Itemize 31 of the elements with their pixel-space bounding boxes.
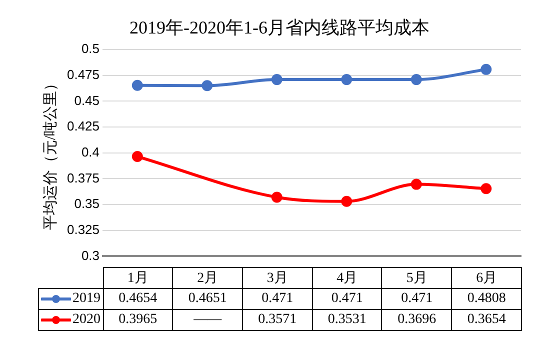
y-tick-label: 0.45 <box>74 92 100 108</box>
x-tick-label: 4月 <box>312 268 382 288</box>
y-axis-title: 平均运价（元/吨公里） <box>42 76 59 230</box>
data-label: 0.3654 <box>452 310 522 330</box>
x-tick-label: 2月 <box>172 268 242 288</box>
y-tick-label: 0.5 <box>81 41 100 56</box>
x-tick-label: 1月 <box>103 268 173 288</box>
data-label: 0.471 <box>312 288 382 310</box>
data-label: 0.471 <box>382 288 452 310</box>
data-label: 0.471 <box>242 288 312 310</box>
data-label: 0.3571 <box>242 310 312 330</box>
y-tick-label: 0.425 <box>66 118 100 134</box>
data-label: 0.3965 <box>103 310 173 330</box>
data-label: 0.3531 <box>312 310 382 330</box>
y-tick-label: 0.4 <box>81 144 100 160</box>
y-tick-label: 0.35 <box>74 196 100 212</box>
x-tick-label: 5月 <box>382 268 452 288</box>
y-tick-label: 0.475 <box>66 67 100 82</box>
x-tick-label: 6月 <box>452 268 522 288</box>
chart-title: 2019年-2020年1-6月省内线路平均成本 <box>130 18 430 38</box>
y-tick-label: 0.375 <box>66 170 100 186</box>
data-label: 0.4651 <box>172 288 242 310</box>
legend-label: 2020 <box>38 310 104 330</box>
x-tick-label: 3月 <box>242 268 312 288</box>
text: —— <box>194 312 222 327</box>
data-label: 0.4808 <box>452 288 522 310</box>
data-label: 0.4654 <box>103 288 173 310</box>
y-tick-label: 0.325 <box>66 222 100 237</box>
data-label: 0.3696 <box>382 310 452 330</box>
legend-label: 2019 <box>38 288 104 310</box>
y-tick-label: 0.3 <box>81 248 100 263</box>
